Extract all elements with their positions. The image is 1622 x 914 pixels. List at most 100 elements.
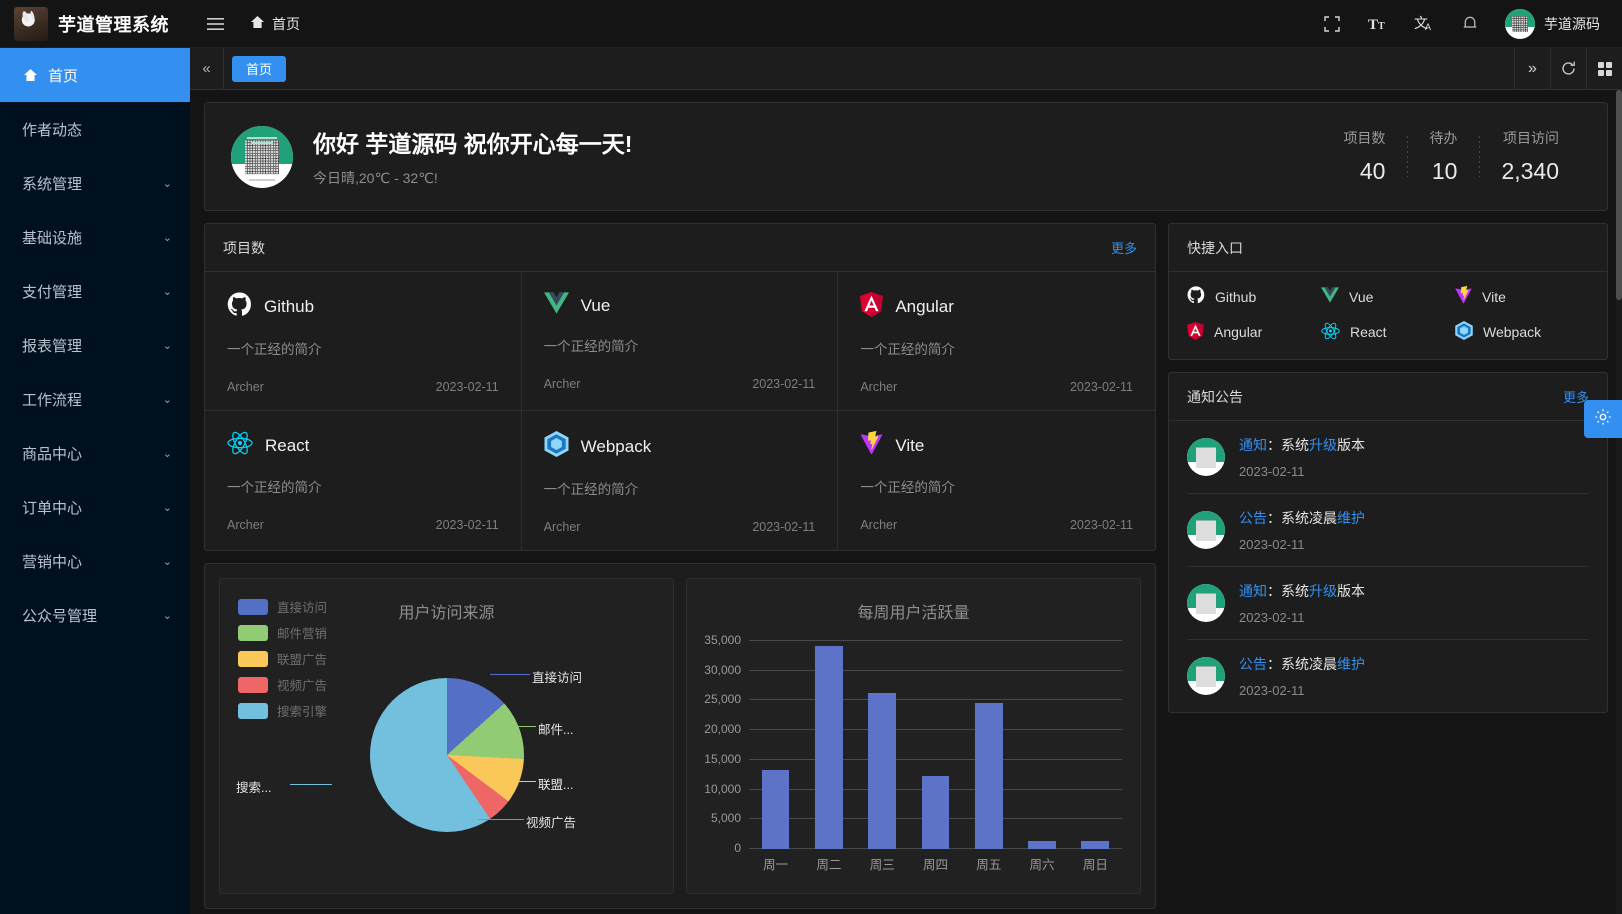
double-chevron-left-icon[interactable]: « <box>190 48 224 89</box>
notice-content: 通知：系统升级版本 2023-02-11 <box>1239 435 1365 479</box>
bar[interactable] <box>815 645 843 849</box>
bar-x-labels: 周一 周二 周三 周四 周五 周六 周日 <box>749 854 1122 873</box>
dashboard-columns: 项目数 更多 Github <box>204 223 1608 909</box>
bar[interactable] <box>1028 841 1056 849</box>
bar-column[interactable] <box>909 641 962 849</box>
translate-icon[interactable]: 文 A <box>1403 0 1445 48</box>
gridline: 15,000 <box>704 752 1122 766</box>
notice-item[interactable]: 通知：系统升级版本 2023-02-11 <box>1187 421 1589 494</box>
settings-float-button[interactable] <box>1584 400 1622 438</box>
projects-more-link[interactable]: 更多 <box>1110 241 1137 256</box>
project-name: Vite <box>895 435 925 455</box>
user-menu[interactable]: 芋道源码 <box>1495 8 1606 39</box>
notice-title: 公告：系统凌晨维护 <box>1239 654 1365 674</box>
sidebar-item-report[interactable]: 报表管理 ⌄ <box>0 318 190 372</box>
left-column: 项目数 更多 Github <box>204 223 1156 909</box>
sidebar-item-label: 工作流程 <box>22 391 83 409</box>
quick-entry-github[interactable]: Github <box>1187 286 1321 307</box>
bar-column[interactable] <box>749 641 802 849</box>
sidebar-item-product[interactable]: 商品中心 ⌄ <box>0 426 190 480</box>
legend-item[interactable]: 直接访问 <box>238 597 327 616</box>
quick-entry-label: Vue <box>1349 288 1374 305</box>
project-date: 2023-02-11 <box>435 380 499 394</box>
grid-layout-icon[interactable] <box>1586 48 1622 89</box>
breadcrumb[interactable]: 首页 <box>240 0 310 48</box>
sidebar-item-system[interactable]: 系统管理 ⌄ <box>0 156 190 210</box>
project-date: 2023-02-11 <box>435 518 499 532</box>
brand[interactable]: 芋道管理系统 <box>0 6 190 41</box>
sidebar-item-home[interactable]: 首页 <box>0 48 190 102</box>
sidebar: 首页 作者动态 系统管理 ⌄ 基础设施 ⌄ 支付管理 ⌄ 报表管理 ⌄ <box>0 48 190 914</box>
project-footer: Archer 2023-02-11 <box>227 380 499 394</box>
legend-item[interactable]: 邮件营销 <box>238 623 327 642</box>
sidebar-item-order[interactable]: 订单中心 ⌄ <box>0 480 190 534</box>
quick-entry-vite[interactable]: Vite <box>1455 285 1589 307</box>
chevron-down-icon: ⌄ <box>162 231 172 244</box>
sidebar-item-label: 作者动态 <box>22 121 83 139</box>
quick-entry-vue[interactable]: Vue <box>1321 286 1455 307</box>
sidebar-item-marketing[interactable]: 营销中心 ⌄ <box>0 534 190 588</box>
project-author: Archer <box>543 377 581 391</box>
sidebar-item-mp[interactable]: 公众号管理 ⌄ <box>0 588 190 642</box>
notices-more-link[interactable]: 更多 <box>1562 390 1589 405</box>
bar-column[interactable] <box>856 641 909 849</box>
svg-text:T: T <box>1368 17 1378 32</box>
refresh-icon[interactable] <box>1550 48 1586 89</box>
welcome-text: 你好 芋道源码 祝你开心每一天! 今日晴,20℃ - 32℃! <box>313 125 1301 188</box>
quick-entry-webpack[interactable]: Webpack <box>1455 321 1589 343</box>
bar[interactable] <box>974 702 1003 849</box>
hamburger-icon[interactable] <box>196 0 234 48</box>
stat-label: 项目访问 <box>1503 130 1559 146</box>
bar[interactable] <box>761 770 790 849</box>
project-card[interactable]: Vite 一个正经的简介 Archer 2023-02-11 <box>838 411 1155 550</box>
project-card[interactable]: Webpack 一个正经的简介 Archer 2023-02-11 <box>522 411 839 550</box>
y-tick: 20,000 <box>704 722 741 737</box>
notice-title: 通知：系统升级版本 <box>1239 435 1365 455</box>
legend-item[interactable]: 联盟广告 <box>238 649 327 668</box>
project-heading: Webpack <box>544 431 816 462</box>
font-size-icon[interactable]: T T <box>1357 0 1399 48</box>
bar-column[interactable] <box>1015 641 1068 849</box>
content-scrollbar[interactable] <box>1616 90 1622 914</box>
project-footer: Archer 2023-02-11 <box>544 520 816 534</box>
quick-entry-angular[interactable]: Angular <box>1187 321 1321 343</box>
project-card[interactable]: Vue 一个正经的简介 Archer 2023-02-11 <box>521 272 839 411</box>
notice-item[interactable]: 公告：系统凌晨维护 2023-02-11 <box>1187 494 1589 567</box>
pie-label-email: 邮件... <box>538 723 574 737</box>
bar[interactable] <box>868 692 897 849</box>
sidebar-item-workflow[interactable]: 工作流程 ⌄ <box>0 372 190 426</box>
scrollbar-thumb[interactable] <box>1616 90 1622 300</box>
project-card[interactable]: React 一个正经的简介 Archer 2023-02-11 <box>205 411 522 550</box>
sidebar-item-author-news[interactable]: 作者动态 <box>0 102 190 156</box>
legend-item[interactable]: 搜索引擎 <box>238 701 327 720</box>
legend-item[interactable]: 视频广告 <box>238 675 327 694</box>
notice-item[interactable]: 通知：系统升级版本 2023-02-11 <box>1187 567 1589 640</box>
legend-label: 邮件营销 <box>277 627 328 641</box>
bell-icon[interactable] <box>1449 0 1491 48</box>
sidebar-item-label: 公众号管理 <box>22 607 98 625</box>
sidebar-item-pay[interactable]: 支付管理 ⌄ <box>0 264 190 318</box>
bar-column[interactable] <box>962 641 1015 849</box>
bar[interactable] <box>921 775 950 849</box>
quick-entry-title: 快捷入口 <box>1187 239 1243 256</box>
x-tick: 周六 <box>1029 858 1055 872</box>
pie-label-direct: 直接访问 <box>532 671 583 685</box>
notice-type: 通知 <box>1239 437 1267 453</box>
fullscreen-icon[interactable] <box>1311 0 1353 48</box>
sidebar-item-label: 系统管理 <box>22 175 83 193</box>
quick-entry-react[interactable]: React <box>1321 321 1455 343</box>
project-footer: Archer 2023-02-11 <box>860 380 1133 394</box>
bar[interactable] <box>1081 841 1110 849</box>
project-card[interactable]: Angular 一个正经的简介 Archer 2023-02-11 <box>838 272 1155 411</box>
project-card[interactable]: Github 一个正经的简介 Archer 2023-02-11 <box>205 272 522 411</box>
stat-label: 项目数 <box>1343 130 1386 146</box>
project-author: Archer <box>227 380 264 394</box>
bar-column[interactable] <box>802 641 855 849</box>
notice-item[interactable]: 公告：系统凌晨维护 2023-02-11 <box>1187 640 1589 712</box>
tab-home[interactable]: 首页 <box>232 55 287 82</box>
project-desc: 一个正经的简介 <box>227 342 322 357</box>
bar-column[interactable] <box>1069 641 1122 849</box>
notice-sep: ：系统凌晨 <box>1267 510 1337 526</box>
sidebar-item-infra[interactable]: 基础设施 ⌄ <box>0 210 190 264</box>
double-chevron-right-icon[interactable]: » <box>1514 48 1550 89</box>
